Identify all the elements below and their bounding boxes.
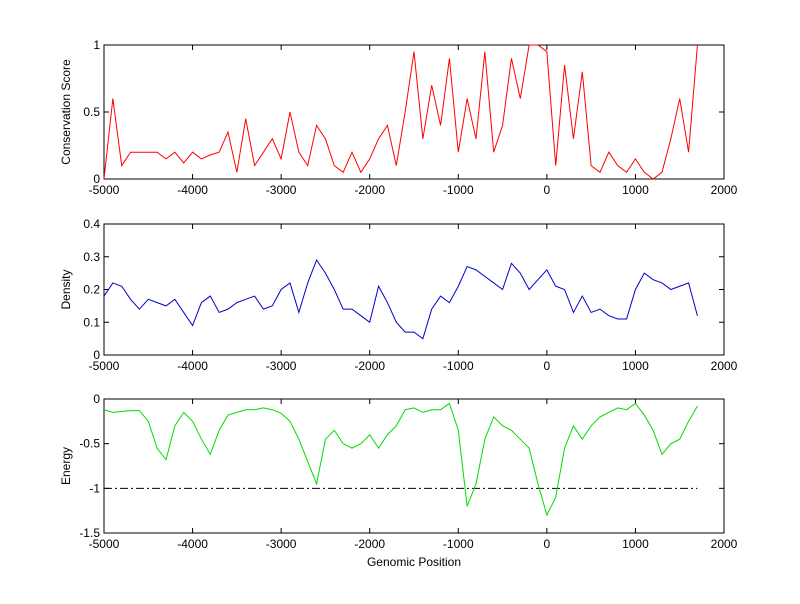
- x-tick-label: 2000: [711, 359, 738, 373]
- y-tick-label: 0.5: [83, 105, 100, 119]
- y-tick-label: 0.3: [83, 250, 100, 264]
- y-axis-label: Energy: [59, 447, 73, 485]
- y-tick-label: -1: [89, 481, 100, 495]
- x-tick-label: -4000: [177, 359, 208, 373]
- x-tick-label: 1000: [622, 359, 649, 373]
- y-tick-label: 1: [93, 38, 100, 52]
- y-tick-label: 0: [93, 348, 100, 362]
- plot-area: [103, 398, 725, 534]
- x-tick-label: -4000: [177, 537, 208, 551]
- y-axis-label: Conservation Score: [59, 59, 73, 165]
- x-tick-label: 0: [544, 537, 551, 551]
- plot-area: [103, 223, 725, 356]
- x-axis-label: Genomic Position: [367, 555, 461, 569]
- y-tick-label: 0.4: [83, 217, 100, 231]
- data-line: [103, 402, 698, 517]
- x-tick-label: -1000: [443, 537, 474, 551]
- x-tick-label: -1000: [443, 183, 474, 197]
- data-line: [103, 258, 698, 340]
- y-tick-label: 0.1: [83, 315, 100, 329]
- x-tick-label: -3000: [266, 537, 297, 551]
- x-tick-label: -3000: [266, 183, 297, 197]
- x-tick-label: -1000: [443, 359, 474, 373]
- x-tick-label: 2000: [711, 183, 738, 197]
- x-tick-label: 2000: [711, 537, 738, 551]
- y-tick-label: -1.5: [79, 526, 100, 540]
- y-tick-label: 0: [93, 172, 100, 186]
- x-tick-label: -5000: [89, 537, 120, 551]
- x-tick-label: -2000: [354, 537, 385, 551]
- x-tick-label: 1000: [622, 183, 649, 197]
- x-tick-label: -2000: [354, 359, 385, 373]
- data-line: [103, 44, 698, 180]
- x-tick-label: -5000: [89, 359, 120, 373]
- x-tick-label: -2000: [354, 183, 385, 197]
- x-tick-label: -3000: [266, 359, 297, 373]
- y-tick-label: 0: [93, 392, 100, 406]
- y-axis-label: Density: [59, 269, 73, 309]
- x-tick-label: 0: [544, 183, 551, 197]
- x-tick-label: 0: [544, 359, 551, 373]
- y-tick-label: -0.5: [79, 437, 100, 451]
- y-tick-label: 0.2: [83, 283, 100, 297]
- x-tick-label: 1000: [622, 537, 649, 551]
- plot-area: [103, 44, 725, 180]
- x-tick-label: -5000: [89, 183, 120, 197]
- x-tick-label: -4000: [177, 183, 208, 197]
